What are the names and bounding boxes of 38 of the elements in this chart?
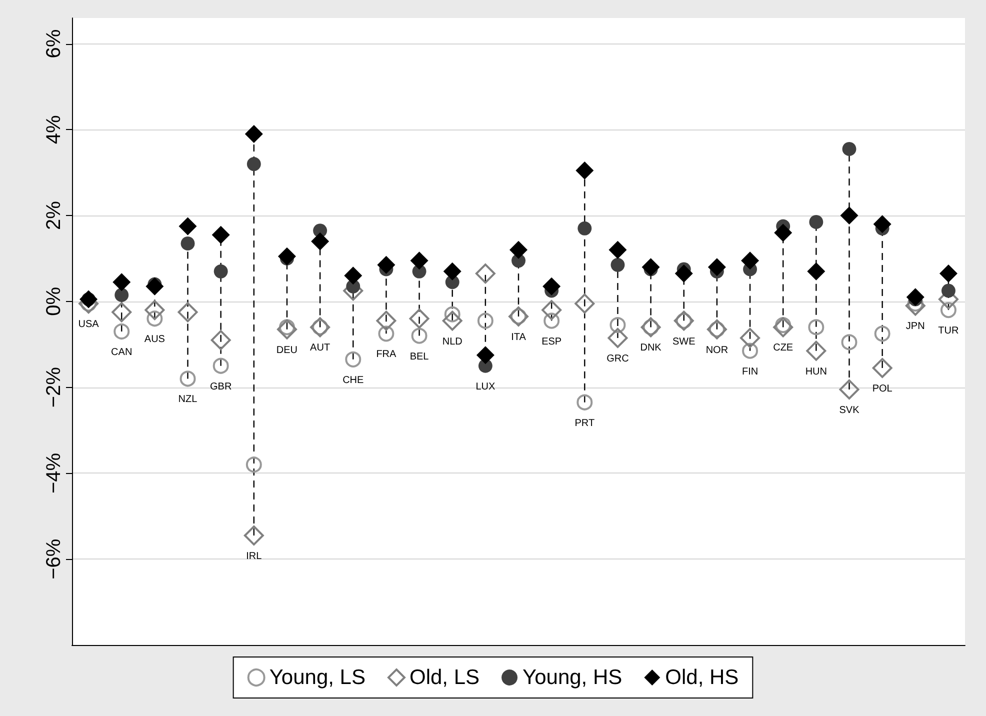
legend-label: Old, LS: [409, 666, 480, 689]
x-tick-label: CAN: [111, 347, 132, 358]
x-tick-label: BEL: [410, 351, 430, 362]
x-tick-label: USA: [78, 319, 100, 330]
x-tick-label: IRL: [246, 550, 262, 562]
x-tick-label: NLD: [442, 336, 462, 348]
x-tick-label: PRT: [574, 418, 595, 429]
y-tick-label: 6%: [43, 29, 65, 58]
y-tick-label: −4%: [43, 452, 65, 494]
x-tick-label: JPN: [906, 321, 925, 332]
x-tick-label: TUR: [938, 326, 959, 337]
y-tick-label: 0%: [43, 286, 65, 316]
x-tick-label: GRC: [606, 353, 629, 364]
x-tick-label: DEU: [276, 344, 298, 356]
y-tick-label: 2%: [43, 200, 65, 230]
x-tick-label: ESP: [542, 336, 562, 348]
x-tick-label: CHE: [342, 374, 364, 386]
x-tick-label: FIN: [742, 366, 758, 378]
x-tick-label: HUN: [805, 366, 828, 378]
legend-label: Young, HS: [522, 666, 622, 689]
x-tick-label: AUS: [144, 334, 166, 346]
x-tick-label: LUX: [476, 381, 496, 392]
x-tick-label: GBR: [210, 381, 232, 392]
x-tick-label: CZE: [773, 342, 794, 354]
legend-label: Old, HS: [665, 666, 739, 689]
x-tick-label: SWE: [672, 336, 696, 348]
x-tick-label: DNK: [640, 342, 662, 354]
x-tick-label: FRA: [376, 349, 397, 360]
legend-label: Young, LS: [269, 666, 366, 689]
y-tick-label: −6%: [43, 538, 65, 580]
y-tick-label: −2%: [43, 366, 65, 408]
x-tick-label: POL: [872, 384, 893, 395]
x-tick-label: ITA: [511, 332, 526, 343]
y-tick-label: 4%: [43, 114, 65, 144]
x-tick-label: NZL: [178, 394, 198, 406]
x-tick-label: SVK: [839, 404, 860, 416]
x-tick-label: AUT: [310, 342, 330, 354]
x-tick-label: NOR: [706, 344, 728, 356]
